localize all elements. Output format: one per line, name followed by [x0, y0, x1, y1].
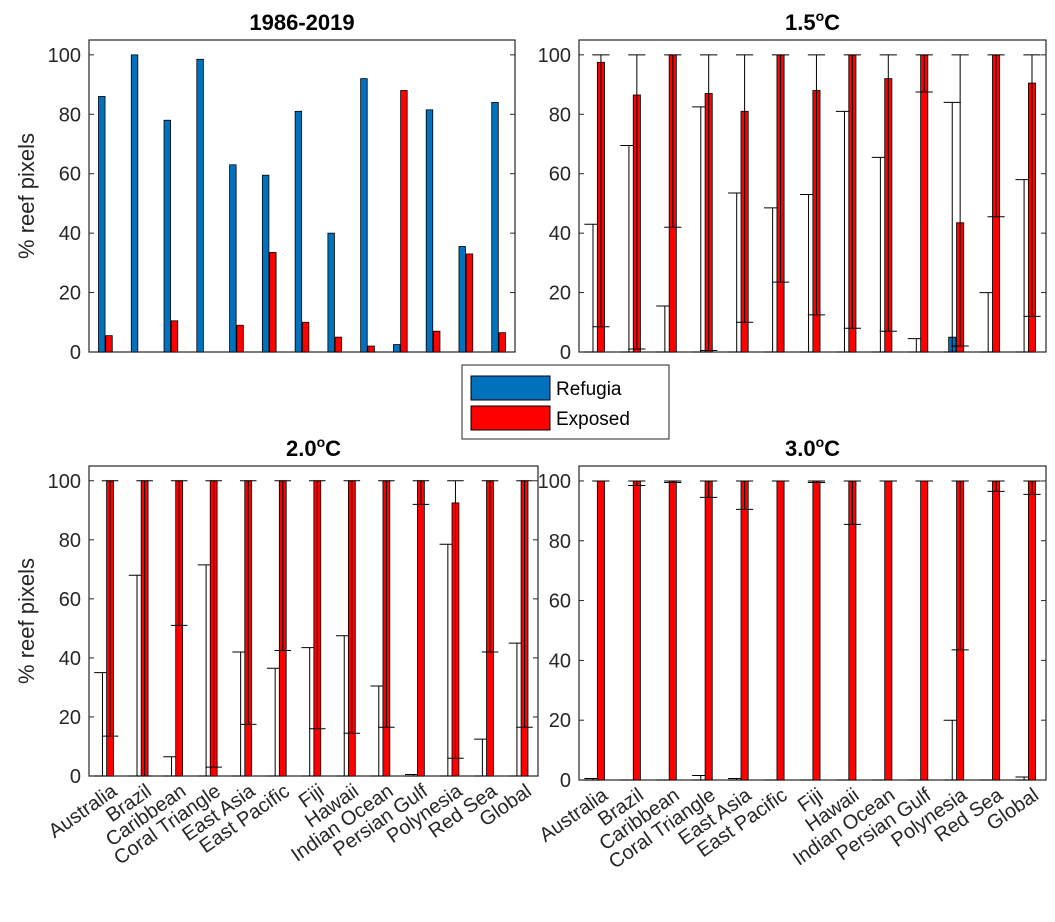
bar-exposed-global [1027, 480, 1036, 781]
y-tick-label: 0 [70, 766, 81, 788]
bar-refugia-east-pacific [261, 174, 270, 353]
y-tick-label: 60 [549, 164, 571, 186]
panel-title-degree: o [816, 434, 825, 450]
bar-refugia-east-asia [229, 164, 237, 353]
legend-label-exposed: Exposed [556, 409, 630, 430]
bar-refugia-global [491, 102, 499, 353]
y-tick-label: 80 [549, 531, 571, 553]
bar-exposed-australia [596, 480, 605, 781]
legend-swatch-refugia [470, 375, 551, 401]
y-tick-label: 60 [549, 591, 571, 613]
bar-exposed-persian-gulf [400, 90, 408, 353]
y-tick-label: 20 [59, 707, 81, 729]
bar-refugia-australia [98, 96, 106, 353]
bar-exposed-australia [105, 335, 113, 353]
y-tick-label: 40 [549, 223, 571, 245]
bar-exposed-polynesia [433, 330, 441, 353]
bar-exposed-caribbean [668, 480, 677, 781]
bar-exposed-red-sea [992, 480, 1001, 781]
panel-title-main: 2.0 [286, 436, 317, 461]
y-tick-label: 20 [549, 710, 571, 732]
panel-title: 2.0oC [286, 434, 341, 461]
bar-exposed-brazil [632, 480, 641, 781]
panel-3-0c: 0204060801003.0oCAustraliaBrazilCaribbea… [535, 434, 1047, 874]
panel-title: 1986-2019 [249, 10, 354, 35]
bar-exposed-indian-ocean [884, 480, 893, 781]
bar-exposed-east-asia [740, 480, 749, 781]
y-tick-label: 20 [59, 283, 81, 305]
y-tick-label: 20 [549, 283, 571, 305]
panel-1-5c: 0 20 40 60 80 100 1.5oC [538, 8, 1047, 364]
bar-refugia-hawaii [327, 232, 335, 353]
y-tick-label: 40 [549, 650, 571, 672]
panel-title-unit: C [824, 436, 840, 461]
bar-refugia-coral-triangle [196, 58, 204, 353]
bar-refugia-red-sea [458, 246, 466, 353]
y-axis-label: % reef pixels [14, 558, 39, 684]
bar-exposed-hawaii [848, 480, 857, 781]
y-axis-label: % reef pixels [14, 133, 39, 259]
y-tick-label: 100 [538, 471, 571, 493]
bar-exposed-persian-gulf [417, 480, 425, 777]
y-tick-label: 80 [59, 530, 81, 552]
panel-title: 3.0oC [785, 434, 840, 461]
bar-refugia-indian-ocean [360, 78, 368, 353]
bar-refugia-polynesia [425, 109, 434, 353]
panel-title-main: 3.0 [785, 436, 816, 461]
bar-exposed-persian-gulf [920, 54, 929, 353]
bar-exposed-fiji [301, 321, 310, 353]
panel-title-unit: C [824, 10, 840, 35]
bar-exposed-global [498, 332, 506, 353]
legend-label-refugia: Refugia [556, 379, 622, 400]
y-tick-label: 100 [48, 45, 81, 67]
bar-exposed-persian-gulf [920, 480, 929, 781]
panel-title-degree: o [816, 8, 825, 24]
panel-title-main: 1986-2019 [249, 10, 354, 35]
panel-title-degree: o [317, 434, 326, 450]
y-tick-label: 0 [560, 342, 571, 364]
bar-refugia-persian-gulf [393, 344, 401, 353]
bar-exposed-fiji [812, 480, 821, 781]
bar-exposed-hawaii [334, 336, 343, 353]
y-tick-label: 40 [59, 223, 81, 245]
y-tick-label: 60 [59, 589, 81, 611]
bar-refugia-brazil [130, 54, 139, 353]
bar-exposed-caribbean [170, 320, 179, 353]
y-tick-label: 60 [59, 164, 81, 186]
y-tick-label: 80 [549, 104, 571, 126]
y-tick-label: 100 [538, 45, 571, 67]
bar-exposed-east-pacific [269, 252, 277, 353]
panel-title: 1.5oC [785, 8, 840, 35]
bar-exposed-red-sea [465, 253, 474, 353]
y-tick-label: 0 [560, 770, 571, 792]
bar-exposed-indian-ocean [367, 345, 375, 353]
y-tick-label: 40 [59, 648, 81, 670]
bar-refugia-fiji [294, 110, 303, 353]
bar-refugia-caribbean [163, 119, 171, 353]
legend: Refugia Exposed [461, 364, 670, 440]
panel-title-main: 1.5 [785, 10, 816, 35]
panel-1986-2019: 0 20 40 60 80 100 1986-2019 % reef pixels [14, 10, 516, 364]
panel-title-unit: C [325, 436, 341, 461]
y-tick-label: 0 [70, 342, 81, 364]
bar-exposed-coral-triangle [704, 480, 713, 781]
y-tick-label: 100 [48, 471, 81, 493]
legend-swatch-exposed [470, 405, 551, 431]
bar-exposed-east-pacific [776, 480, 785, 781]
y-tick-label: 80 [59, 104, 81, 126]
bar-exposed-east-asia [236, 324, 244, 353]
